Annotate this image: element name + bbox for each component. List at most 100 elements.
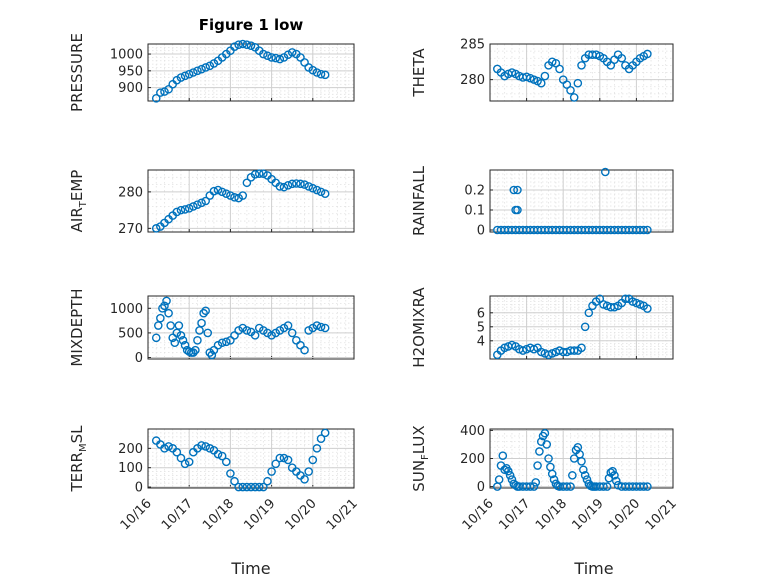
data-point xyxy=(209,186,219,196)
data-point xyxy=(320,323,330,333)
data-point xyxy=(193,335,202,345)
subplot-6: 456 H2OMIXRA xyxy=(410,287,674,368)
data-point xyxy=(542,440,552,449)
y-tick-label: 400 xyxy=(460,424,485,439)
x-tick-label: 10/16 xyxy=(118,496,155,533)
data-point xyxy=(283,181,293,190)
data-point xyxy=(201,63,210,72)
data-point xyxy=(498,451,508,460)
data-point xyxy=(643,225,652,235)
data-point xyxy=(180,340,190,350)
data-point xyxy=(246,41,256,50)
data-point xyxy=(611,476,621,486)
data-point xyxy=(304,467,313,476)
data-point xyxy=(300,58,309,67)
data-point xyxy=(180,205,190,214)
subplot-4: 0 0.1 0.2 RAINFALL xyxy=(410,165,674,239)
data-point xyxy=(207,350,217,360)
data-point xyxy=(189,348,198,357)
data-point xyxy=(535,447,544,456)
y-tick-label: 900 xyxy=(118,81,143,96)
data-point xyxy=(226,335,235,345)
subplot-2: 280 285 THETA xyxy=(410,38,674,102)
data-point xyxy=(312,68,322,77)
data-point xyxy=(205,444,215,453)
data-point xyxy=(164,84,173,94)
data-point xyxy=(283,455,293,465)
y-tick-label: 0.1 xyxy=(464,204,485,219)
data-point xyxy=(283,50,293,60)
data-point xyxy=(267,53,276,62)
data-point xyxy=(156,313,165,323)
data-point xyxy=(608,466,617,476)
data-point xyxy=(529,482,539,491)
y-tick-label: 1000 xyxy=(110,48,143,63)
data-point xyxy=(316,434,326,443)
data-point xyxy=(316,187,326,197)
data-point xyxy=(292,179,301,188)
data-point xyxy=(549,475,559,484)
data-point xyxy=(178,335,188,345)
y-axis-label-text: AIR xyxy=(68,207,86,232)
data-point xyxy=(540,428,550,438)
data-point xyxy=(536,78,546,88)
data-point xyxy=(300,180,309,189)
data-point xyxy=(577,457,586,466)
data-point xyxy=(316,69,326,79)
y-axis-label-tail: LUX xyxy=(410,425,428,454)
data-point xyxy=(250,482,260,492)
data-point xyxy=(213,449,223,459)
data-point xyxy=(184,69,194,79)
data-point xyxy=(153,321,163,330)
y-axis-label-text: H2OMIXRA xyxy=(410,287,428,368)
data-point xyxy=(193,200,202,209)
data-point xyxy=(267,467,276,476)
data-point xyxy=(547,469,557,479)
data-point xyxy=(246,482,256,492)
data-point xyxy=(217,451,227,461)
data-point xyxy=(217,338,227,348)
data-point xyxy=(195,326,204,335)
axes-box xyxy=(147,428,355,489)
x-axis-label-right: Time xyxy=(573,559,613,578)
data-point xyxy=(242,40,252,49)
data-point xyxy=(230,476,239,486)
y-axis-label-tail: EMP xyxy=(68,170,86,201)
data-point xyxy=(308,455,318,465)
data-point xyxy=(209,345,219,355)
y-axis-label: RAINFALL xyxy=(410,165,428,236)
data-point xyxy=(234,482,243,492)
y-axis-label-subscript: T xyxy=(78,200,89,208)
data-point xyxy=(166,321,175,330)
y-axis-label-text: MIXDEPTH xyxy=(68,288,86,366)
data-point xyxy=(602,482,612,491)
data-point xyxy=(568,471,577,480)
x-tick-label: 10/19 xyxy=(241,496,278,533)
data-point xyxy=(271,53,281,63)
data-point xyxy=(584,308,594,318)
data-point xyxy=(573,78,583,88)
data-point xyxy=(263,476,272,486)
data-point xyxy=(312,321,322,330)
data-point xyxy=(176,453,186,463)
data-point xyxy=(621,294,630,304)
data-point xyxy=(201,306,210,316)
data-point xyxy=(238,191,248,200)
axes-box xyxy=(489,169,674,233)
y-tick-label: 500 xyxy=(118,326,143,341)
data-point xyxy=(540,71,550,81)
data-point xyxy=(287,328,297,338)
data-point xyxy=(176,331,186,340)
data-point xyxy=(172,447,182,457)
data-point xyxy=(151,94,161,103)
y-tick-label: 200 xyxy=(118,442,143,457)
y-axis-label-text: PRESSURE xyxy=(68,33,86,112)
data-point xyxy=(312,444,322,453)
y-tick-label: 6 xyxy=(477,306,485,321)
y-axis-label: MIXDEPTH xyxy=(68,288,86,366)
data-point xyxy=(566,86,575,95)
data-point xyxy=(197,318,206,328)
data-point xyxy=(531,478,541,487)
y-axis-label-text: RAINFALL xyxy=(410,165,428,236)
